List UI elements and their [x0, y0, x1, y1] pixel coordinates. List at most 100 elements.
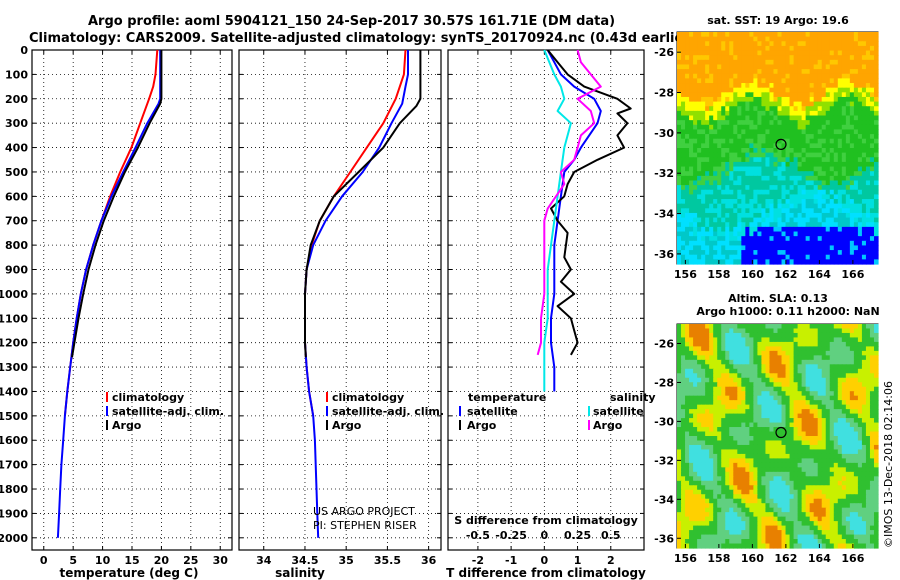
map-cell	[869, 92, 875, 98]
map-cell	[821, 453, 827, 459]
map-cell	[853, 240, 859, 247]
map-cell	[821, 427, 827, 433]
map-cell	[829, 324, 835, 330]
map-cell	[853, 355, 859, 361]
map-cell	[761, 373, 767, 379]
map-cell	[869, 359, 875, 365]
map-cell	[753, 32, 758, 38]
map-cell	[745, 364, 750, 370]
map-cell	[773, 346, 779, 352]
map-cell	[697, 355, 702, 361]
map-cell	[781, 462, 787, 468]
map-cell	[845, 148, 851, 154]
salinity-xtick-label: 34	[256, 554, 272, 567]
map-cell	[813, 476, 819, 482]
map-cell	[733, 152, 738, 158]
map-cell	[809, 395, 815, 401]
map-cell	[797, 171, 803, 177]
map-cell	[849, 400, 855, 406]
map-cell	[849, 87, 855, 93]
map-cell	[865, 203, 871, 209]
map-cell	[837, 152, 843, 158]
map-cell	[737, 404, 742, 410]
map-cell	[845, 418, 851, 424]
map-cell	[785, 50, 791, 56]
map-cell	[729, 55, 734, 61]
map-cell	[729, 395, 734, 401]
map-cell	[785, 328, 791, 334]
map-cell	[845, 138, 851, 144]
map-cell	[709, 36, 714, 42]
map-cell	[681, 64, 686, 70]
map-cell	[741, 409, 746, 415]
map-cell	[761, 106, 767, 112]
map-cell	[841, 166, 847, 172]
map-cell	[825, 373, 831, 379]
map-cell	[861, 346, 867, 352]
map-cell	[853, 78, 859, 84]
map-cell	[829, 254, 835, 260]
map-cell	[777, 485, 783, 491]
map-cell	[797, 332, 803, 339]
map-cell	[709, 507, 714, 513]
map-cell	[741, 199, 746, 205]
map-cell	[793, 494, 799, 500]
map-cell	[769, 377, 775, 383]
map-cell	[737, 199, 742, 205]
map-cell	[757, 115, 763, 121]
map-cell	[765, 134, 771, 140]
map-cell	[865, 50, 871, 56]
map-cell	[761, 391, 767, 397]
map-cell	[825, 32, 831, 38]
map-cell	[869, 69, 875, 75]
map-cell	[789, 480, 795, 486]
map-cell	[753, 485, 758, 491]
map-cell	[729, 96, 734, 103]
map-cell	[701, 250, 706, 256]
map-cell	[797, 231, 803, 237]
map-cell	[801, 199, 807, 205]
map-cell	[697, 92, 702, 98]
map-cell	[857, 171, 863, 177]
map-cell	[681, 332, 686, 339]
map-cell	[773, 124, 779, 131]
map-cell	[697, 458, 702, 464]
map-cell	[685, 106, 690, 112]
map-cell	[849, 101, 855, 107]
map-cell	[789, 382, 795, 388]
map-cell	[741, 328, 746, 334]
map-cell	[809, 418, 815, 424]
map-cell	[757, 462, 763, 468]
map-cell	[697, 503, 702, 509]
map-cell	[849, 208, 855, 214]
map-cell	[793, 64, 799, 70]
map-cell	[817, 83, 823, 89]
map-cell	[873, 346, 879, 352]
map-cell	[833, 413, 839, 419]
map-cell	[853, 157, 859, 163]
map-cell	[837, 96, 843, 103]
map-cell	[769, 458, 775, 464]
map-cell	[825, 203, 831, 209]
map-cell	[761, 480, 767, 486]
map-cell	[857, 259, 863, 265]
map-cell	[717, 382, 722, 388]
map-cell	[721, 161, 726, 168]
map-cell	[769, 36, 775, 42]
map-cell	[789, 431, 795, 437]
map-cell	[785, 364, 791, 370]
map-cell	[717, 55, 722, 61]
map-cell	[873, 208, 879, 214]
map-cell	[733, 324, 738, 330]
map-cell	[745, 222, 750, 228]
map-cell	[861, 259, 867, 265]
map-cell	[793, 32, 799, 38]
map-cell	[853, 382, 859, 388]
map-cell	[765, 245, 771, 251]
map-cell	[781, 208, 787, 214]
map-cell	[845, 503, 851, 509]
map-cell	[845, 498, 851, 504]
map-cell	[777, 180, 783, 186]
map-cell	[837, 161, 843, 168]
